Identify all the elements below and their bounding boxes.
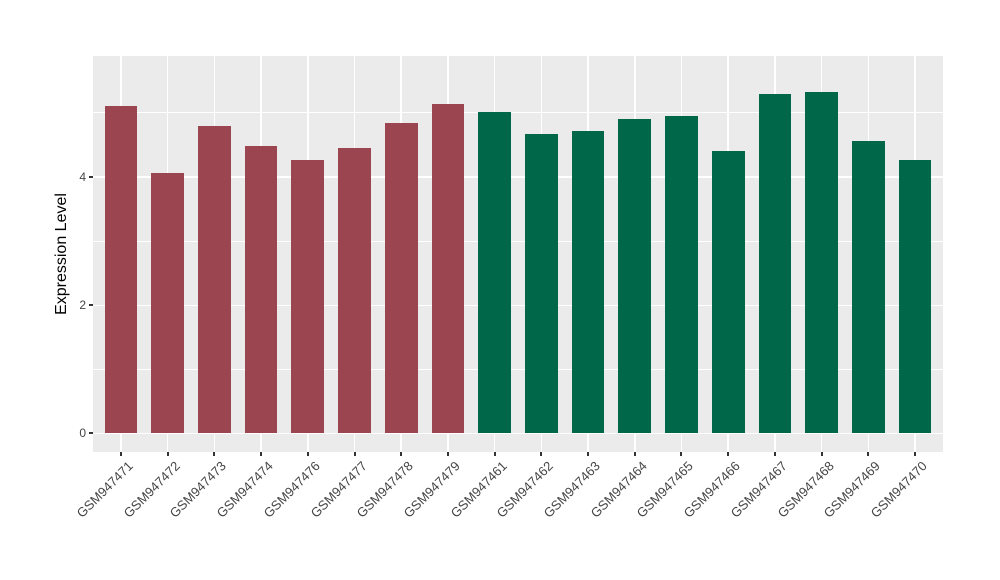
bar-GSM947466 xyxy=(711,151,745,434)
x-tick-mark xyxy=(166,452,169,456)
y-axis-title: Expression Level xyxy=(53,193,70,315)
y-tick-label: 2 xyxy=(79,298,86,313)
x-tick-mark xyxy=(820,452,823,456)
bar-GSM947472 xyxy=(151,173,185,434)
bar-GSM947467 xyxy=(758,93,792,434)
y-tick-label: 4 xyxy=(79,170,86,185)
bar-GSM947469 xyxy=(851,140,885,434)
x-tick-mark xyxy=(353,452,356,456)
bar-GSM947461 xyxy=(478,112,511,434)
x-tick-mark xyxy=(260,452,263,456)
bar-GSM947474 xyxy=(244,145,278,434)
x-tick-mark xyxy=(446,452,449,456)
x-tick-mark xyxy=(727,452,730,456)
x-tick-mark xyxy=(633,452,636,456)
bar-GSM947477 xyxy=(338,147,371,434)
bar-GSM947471 xyxy=(104,105,138,434)
x-tick-mark xyxy=(120,452,123,456)
gridline-y-major xyxy=(93,304,943,307)
x-tick-mark xyxy=(213,452,216,456)
x-tick-mark xyxy=(680,452,683,456)
y-tick-mark xyxy=(89,176,93,179)
gridline-y-minor xyxy=(93,368,943,370)
bar-GSM947462 xyxy=(525,133,558,434)
gridline-y-minor xyxy=(93,112,943,114)
x-tick-mark xyxy=(540,452,543,456)
y-tick-mark xyxy=(89,432,93,435)
gridline-y-minor xyxy=(93,240,943,242)
y-tick-mark xyxy=(89,304,93,307)
x-tick-mark xyxy=(493,452,496,456)
x-tick-mark xyxy=(867,452,870,456)
x-tick-mark xyxy=(306,452,309,456)
plot-panel xyxy=(93,56,943,452)
bar-GSM947478 xyxy=(384,122,418,434)
x-tick-mark xyxy=(587,452,590,456)
x-tick-mark xyxy=(400,452,403,456)
bar-GSM947464 xyxy=(618,119,652,434)
bar-GSM947465 xyxy=(665,115,698,434)
x-tick-mark xyxy=(913,452,916,456)
x-tick-mark xyxy=(773,452,776,456)
bar-GSM947476 xyxy=(291,160,325,434)
bar-GSM947470 xyxy=(898,159,932,434)
bar-GSM947468 xyxy=(805,91,838,434)
gridline-y-major xyxy=(93,432,943,435)
y-tick-label: 0 xyxy=(79,426,86,441)
bar-GSM947479 xyxy=(431,104,465,434)
bar-GSM947473 xyxy=(198,125,231,434)
gridline-y-major xyxy=(93,176,943,178)
bar-GSM947463 xyxy=(571,130,605,434)
